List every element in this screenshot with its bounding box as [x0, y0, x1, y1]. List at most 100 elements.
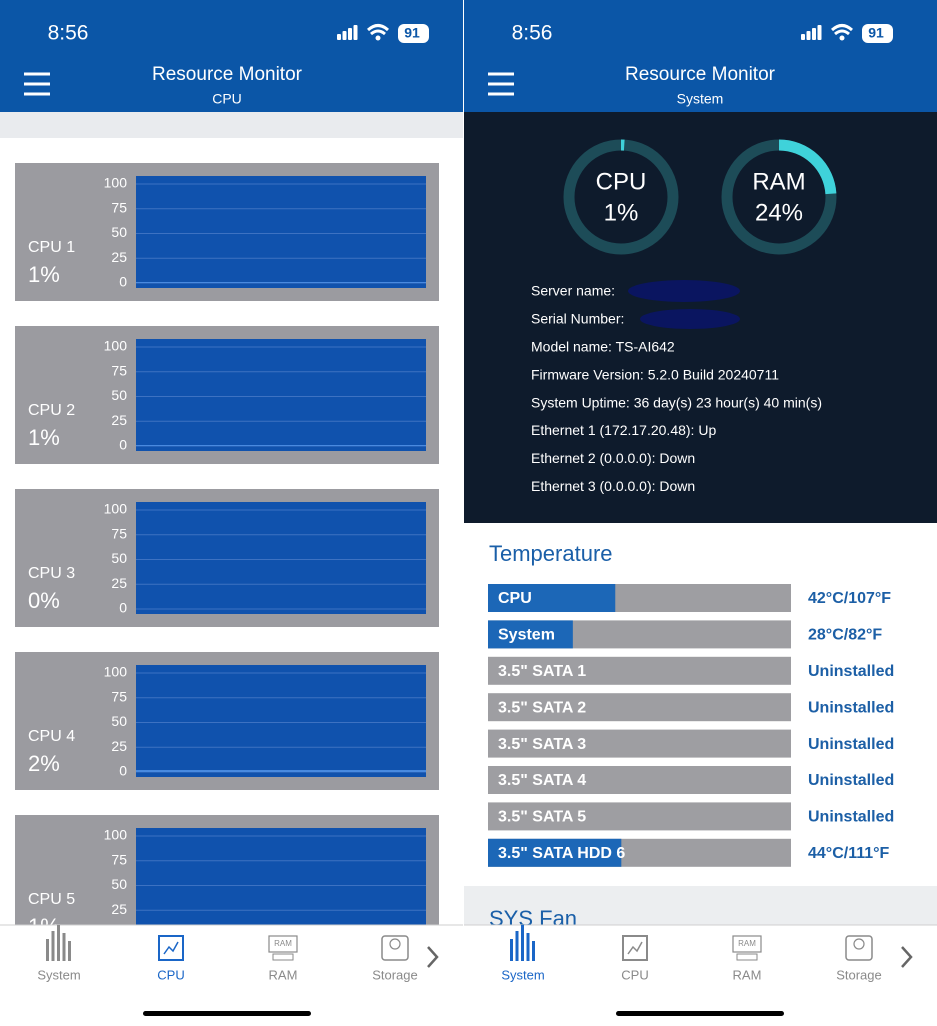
tab-icon [51, 931, 55, 961]
tab-icon [158, 935, 184, 961]
temp-track [488, 729, 791, 758]
tab-icon-text: RAM [274, 939, 292, 948]
tab-icon [163, 941, 179, 955]
gauge-value: 1% [604, 199, 639, 226]
temp-bar [488, 620, 573, 649]
y-tick-label: 25 [111, 901, 127, 917]
cpu-value: 1% [28, 425, 60, 450]
temp-name: 3.5" SATA 1 [498, 663, 586, 680]
y-tick-label: 100 [104, 501, 128, 517]
wifi-icon [366, 24, 390, 36]
tab-icon [532, 941, 535, 961]
temp-bar [488, 838, 622, 867]
y-tick-label: 100 [104, 827, 128, 843]
tab-label[interactable]: RAM [733, 967, 762, 982]
header-title: Resource Monitor [152, 64, 303, 85]
tab-label[interactable]: Storage [372, 967, 418, 982]
header-title: Resource Monitor [625, 64, 776, 85]
tab-icon [46, 939, 49, 961]
wifi-dot [375, 35, 381, 41]
tab-icon [521, 925, 524, 961]
tab-label[interactable]: Storage [836, 967, 882, 982]
cpu-name: CPU 1 [28, 239, 75, 256]
signal-bar [353, 25, 358, 40]
signal-bar [337, 34, 341, 40]
chart-plot [136, 176, 426, 288]
tab-icon [268, 935, 298, 953]
wifi-icon [830, 24, 854, 36]
signal-bar [817, 25, 822, 40]
temp-name: 3.5" SATA 3 [498, 736, 586, 753]
status-time: 8:56 [48, 22, 89, 45]
tab-bar [0, 925, 463, 1026]
gauge-arc [778, 139, 837, 195]
temp-reading: Uninstalled [808, 699, 894, 716]
tab-icon [510, 939, 513, 961]
info-line: Server name: [531, 283, 615, 299]
tab-chevron[interactable] [427, 946, 439, 968]
y-tick-label: 75 [111, 525, 127, 541]
temp-reading: 28°C/82°F [808, 627, 882, 644]
battery [862, 24, 893, 43]
wifi-dot [839, 35, 845, 41]
divider [463, 0, 464, 1026]
temp-reading: 44°C/111°F [808, 845, 890, 862]
chart-plot [136, 828, 426, 940]
info-line: System Uptime: 36 day(s) 23 hour(s) 40 m… [531, 394, 822, 410]
tab-icon [272, 953, 294, 961]
y-tick-label: 50 [111, 876, 127, 892]
y-tick-label: 25 [111, 738, 127, 754]
info-line: Firmware Version: 5.2.0 Build 20240711 [531, 366, 779, 382]
temp-name: System [498, 627, 555, 644]
y-tick-label: 25 [111, 412, 127, 428]
tab-label[interactable]: System [37, 967, 80, 982]
temp-track [488, 656, 791, 685]
cpu-name: CPU 3 [28, 565, 75, 582]
tab-icon [526, 933, 530, 961]
signal-bar [348, 28, 352, 40]
info-line: Model name: TS-AI642 [531, 339, 675, 355]
usage-area [136, 770, 426, 772]
tab-label[interactable]: CPU [157, 967, 184, 982]
y-tick-label: 75 [111, 688, 127, 704]
y-tick-label: 75 [111, 362, 127, 378]
y-tick-label: 25 [111, 249, 127, 265]
tab-label[interactable]: RAM [269, 967, 298, 982]
tab-icon [57, 925, 60, 961]
battery-level: 91 [404, 25, 420, 41]
header-subtitle: CPU [212, 91, 242, 107]
home-indicator [616, 1011, 784, 1016]
info-line: Ethernet 2 (0.0.0.0): Down [531, 450, 695, 466]
home-indicator [143, 1011, 311, 1016]
signal-bar [342, 31, 347, 40]
redaction [640, 309, 740, 329]
header [464, 0, 937, 112]
temp-bar [488, 584, 616, 612]
y-tick-label: 0 [119, 600, 127, 616]
temp-name: 3.5" SATA 2 [498, 699, 586, 716]
tab-label[interactable]: System [501, 967, 544, 982]
gauge-name: CPU [596, 168, 647, 195]
usage-area [136, 282, 426, 283]
tab-icon [732, 935, 762, 953]
section-band [464, 886, 937, 926]
header-subtitle: System [677, 91, 724, 107]
gauge-name: RAM [752, 168, 805, 195]
tab-icon-text: RAM [738, 939, 756, 948]
battery-level: 91 [868, 25, 884, 41]
temp-track [488, 766, 791, 794]
y-tick-label: 75 [111, 199, 127, 215]
temp-name: 3.5" SATA HDD 6 [498, 845, 625, 862]
tab-label[interactable]: CPU [621, 967, 648, 982]
temp-name: 3.5" SATA 4 [498, 772, 586, 789]
temp-reading: Uninstalled [808, 809, 894, 826]
temp-name: 3.5" SATA 5 [498, 809, 586, 826]
temp-reading: Uninstalled [808, 772, 894, 789]
tab-chevron[interactable] [901, 946, 913, 968]
temp-name: CPU [498, 590, 532, 607]
info-line: Ethernet 1 (172.17.20.48): Up [531, 422, 716, 438]
gauge-value: 24% [755, 199, 803, 226]
cpu-value: 1% [28, 262, 60, 287]
tab-icon [627, 941, 643, 955]
